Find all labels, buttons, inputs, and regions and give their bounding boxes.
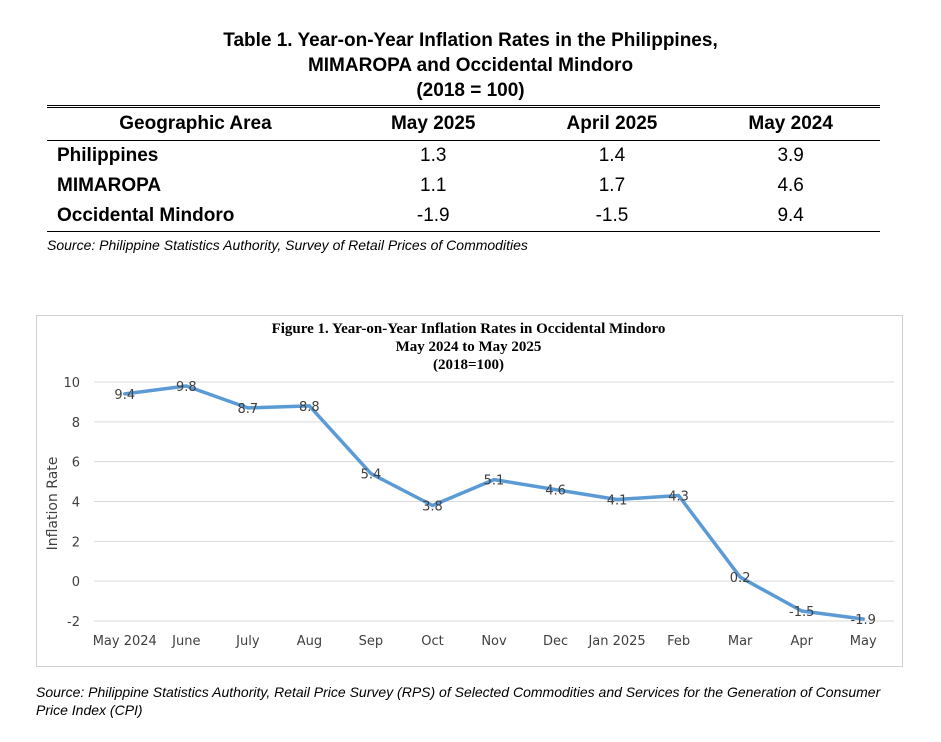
data-label: 9.4: [114, 388, 135, 403]
x-tick-label: Mar: [728, 634, 753, 649]
data-label: 5.4: [361, 468, 382, 483]
data-point: [554, 488, 558, 492]
x-tick-label: July: [235, 634, 260, 649]
y-tick-label: -2: [67, 615, 80, 630]
chart-title: Figure 1. Year-on-Year Inflation Rates i…: [36, 320, 901, 374]
data-label: 5.1: [484, 474, 505, 489]
data-label: 9.8: [176, 380, 197, 395]
data-point: [677, 494, 681, 498]
table-cell-area: Occidental Mindoro: [47, 201, 344, 232]
data-label: -1.9: [851, 613, 876, 628]
chart-title-line1: Figure 1. Year-on-Year Inflation Rates i…: [271, 321, 666, 337]
header-may-2024: May 2024: [701, 106, 880, 141]
header-geographic-area: Geographic Area: [47, 106, 344, 141]
data-label: -1.5: [789, 605, 814, 620]
header-april-2025: April 2025: [522, 106, 702, 141]
y-tick-label: 2: [72, 535, 80, 550]
table-cell: 1.7: [598, 175, 626, 196]
data-point: [430, 503, 434, 507]
chart-frame: [36, 315, 903, 667]
data-label: 0.2: [730, 571, 751, 586]
data-label: 8.7: [238, 402, 259, 417]
data-label: 4.6: [545, 484, 566, 499]
x-tick-label: Apr: [790, 634, 813, 649]
data-point: [861, 617, 865, 621]
y-axis-label: Inflation Rate: [45, 457, 61, 551]
x-tick-label: Oct: [421, 634, 443, 649]
table-cell: -1.5: [522, 201, 702, 232]
x-tick-label: June: [171, 634, 200, 649]
table-title: Table 1. Year-on-Year Inflation Rates in…: [0, 28, 941, 103]
x-tick-label: May 2024: [93, 634, 157, 649]
figure-source: Source: Philippine Statistics Authority,…: [36, 684, 881, 718]
table-cell: 1.1: [420, 175, 447, 196]
y-tick-label: 6: [72, 456, 80, 471]
data-label: 4.3: [668, 490, 689, 505]
data-point: [738, 575, 742, 579]
data-label: 8.8: [299, 400, 320, 415]
table-row: MIMAROPA 1.1 1.7 4.6: [47, 171, 880, 201]
inflation-table: Geographic Area May 2025 April 2025 May …: [47, 105, 880, 232]
x-tick-label: Feb: [667, 634, 690, 649]
x-tick-label: Aug: [297, 634, 322, 649]
y-tick-label: 8: [72, 416, 80, 431]
data-label: 3.8: [422, 499, 443, 514]
table-title-line2: MIMAROPA and Occidental Mindoro: [307, 55, 634, 76]
table-cell: 3.9: [777, 145, 804, 166]
data-point: [246, 406, 250, 410]
table-cell: 1.3: [420, 145, 447, 166]
table-header-row: Geographic Area May 2025 April 2025 May …: [47, 106, 880, 141]
x-tick-label: May: [850, 634, 877, 649]
table-source: Source: Philippine Statistics Authority,…: [47, 237, 528, 253]
x-tick-label: Sep: [359, 634, 384, 649]
data-label: 4.1: [607, 494, 628, 509]
x-tick-label: Dec: [543, 634, 568, 649]
data-point: [123, 392, 127, 396]
table-cell-area: MIMAROPA: [57, 175, 162, 196]
x-tick-label: Nov: [481, 634, 507, 649]
y-tick-label: 0: [72, 575, 80, 590]
y-tick-label: 10: [63, 376, 80, 391]
data-point: [615, 498, 619, 502]
chart-title-line2: May 2024 to May 2025: [395, 339, 542, 355]
x-tick-label: Jan 2025: [587, 634, 645, 649]
series-line: [123, 384, 865, 621]
data-point: [184, 384, 188, 388]
table-row: Occidental Mindoro -1.9 -1.5 9.4: [47, 201, 880, 232]
table-cell: -1.9: [343, 201, 523, 232]
table-cell: 9.4: [701, 201, 880, 232]
table-cell: 1.4: [598, 145, 626, 166]
table-cell: 4.6: [777, 175, 804, 196]
table-title-line3: (2018 = 100): [416, 80, 525, 101]
data-point: [800, 609, 804, 613]
table-title-line1: Table 1. Year-on-Year Inflation Rates in…: [223, 30, 718, 51]
table-row: Philippines 1.3 1.4 3.9: [47, 141, 880, 172]
y-tick-label: 4: [72, 496, 80, 511]
header-may-2025: May 2025: [343, 106, 523, 141]
table-top-rule: [47, 105, 880, 108]
table-cell-area: Philippines: [57, 145, 159, 166]
data-point: [492, 478, 496, 482]
data-point: [369, 472, 373, 476]
chart-title-line3: (2018=100): [432, 357, 505, 373]
data-point: [307, 404, 311, 408]
